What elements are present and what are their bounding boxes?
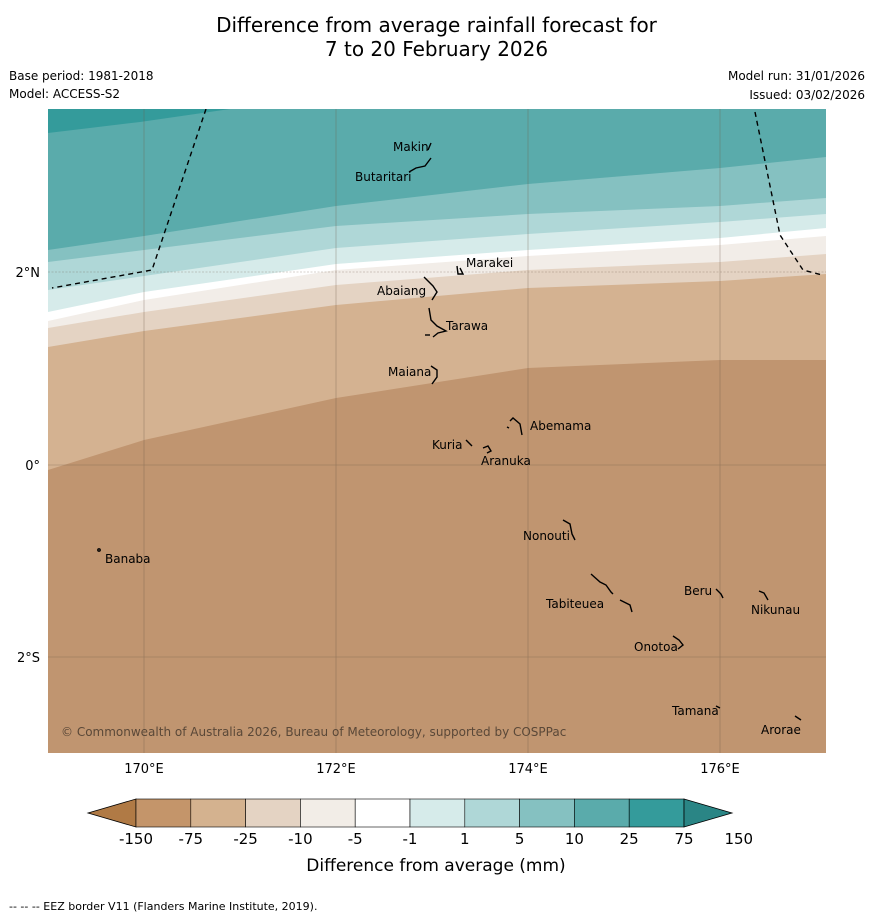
colorbar-segment <box>628 798 685 828</box>
colorbar-segment <box>464 798 520 828</box>
label-beru: Beru <box>684 584 712 598</box>
colorbar-segment <box>409 798 466 828</box>
base-period: Base period: 1981-2018 <box>9 69 154 83</box>
colorbar-tick-label: 1 <box>460 830 470 848</box>
colorbar-tick-label: -5 <box>348 830 363 848</box>
longitude-labels: 170°E 172°E 174°E 176°E <box>124 762 740 777</box>
colorbar-extend-high <box>683 798 734 828</box>
colorbar-segment <box>354 798 411 828</box>
colorbar-tick-label: -25 <box>233 830 258 848</box>
graticule <box>48 109 826 753</box>
label-maiana: Maiana <box>388 365 431 379</box>
colorbar-segment <box>190 798 246 828</box>
colorbar-tick-label: -1 <box>403 830 418 848</box>
issued-date: Issued: 03/02/2026 <box>749 88 865 102</box>
colorbar-segment <box>300 798 356 828</box>
model-run: Model run: 31/01/2026 <box>727 69 865 83</box>
rainfall-field: Makin Butaritari Marakei Abaiang Tarawa … <box>48 109 826 753</box>
lon-label-174e: 174°E <box>508 762 548 777</box>
label-abaiang: Abaiang <box>377 284 426 298</box>
island-labels: Makin Butaritari Marakei Abaiang Tarawa … <box>105 140 801 737</box>
map-title-line-2: 7 to 20 February 2026 <box>324 37 549 61</box>
label-banaba: Banaba <box>105 552 151 566</box>
label-nikunau: Nikunau <box>751 603 800 617</box>
island-outlines <box>97 142 802 721</box>
lon-label-172e: 172°E <box>316 762 356 777</box>
colorbar-segment <box>135 798 192 828</box>
colorbar-tick-label: -10 <box>288 830 313 848</box>
lat-label-0: 0° <box>25 459 40 474</box>
colorbar-tick-label: -150 <box>119 830 153 848</box>
colorbar-tick-label: 5 <box>515 830 525 848</box>
model-name: Model: ACCESS-S2 <box>9 87 121 101</box>
label-onotoa: Onotoa <box>634 640 678 654</box>
label-nonouti: Nonouti <box>523 529 570 543</box>
colorbar-segment <box>245 798 301 828</box>
colorbar-tick-label: 25 <box>620 830 639 848</box>
colorbar-tick-label: 10 <box>565 830 584 848</box>
label-makin: Makin <box>393 140 429 154</box>
lat-label-2n: 2°N <box>16 266 41 281</box>
label-kuria: Kuria <box>432 438 463 452</box>
colorbar-segment <box>519 798 575 828</box>
lon-label-170e: 170°E <box>124 762 164 777</box>
footer-note: -- -- -- EEZ border V11 (Flanders Marine… <box>9 900 318 913</box>
colorbar: -150 -75 -25 -10 -5 -1 1 5 10 25 75 150 <box>86 798 753 848</box>
colorbar-tick-label: -75 <box>179 830 204 848</box>
colorbar-title: Difference from average (mm) <box>306 856 565 876</box>
label-butaritari: Butaritari <box>355 170 412 184</box>
copyright-notice: © Commonwealth of Australia 2026, Bureau… <box>61 725 566 739</box>
colorbar-tick-label: 150 <box>724 830 753 848</box>
lon-label-176e: 176°E <box>700 762 740 777</box>
eez-border <box>51 109 823 289</box>
label-abemama: Abemama <box>530 419 591 433</box>
colorbar-tick-label: 75 <box>674 830 693 848</box>
label-marakei: Marakei <box>466 256 513 270</box>
map-title-line-1: Difference from average rainfall forecas… <box>216 13 657 37</box>
label-tarawa: Tarawa <box>445 319 488 333</box>
colorbar-segment <box>574 798 630 828</box>
label-tabiteuea: Tabiteuea <box>545 597 604 611</box>
label-tamana: Tamana <box>671 704 719 718</box>
label-arorae: Arorae <box>761 723 801 737</box>
colorbar-extend-low <box>86 798 137 828</box>
latitude-labels: 2°N 0° 2°S <box>16 266 41 666</box>
lat-label-2s: 2°S <box>17 651 40 666</box>
label-aranuka: Aranuka <box>481 454 531 468</box>
